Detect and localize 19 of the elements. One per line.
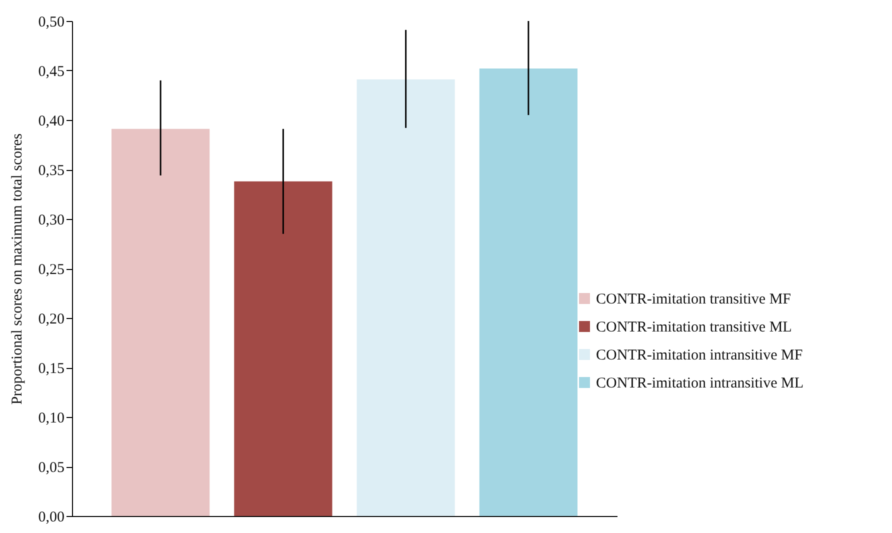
- y-tick-label: 0,25: [38, 262, 64, 278]
- legend-label: CONTR-imitation intransitive ML: [596, 376, 804, 392]
- y-tick-label: 0,30: [38, 212, 64, 228]
- legend-label: CONTR-imitation transitive ML: [596, 320, 792, 336]
- y-axis-title: Proportional scores on maximum total scores: [9, 133, 26, 405]
- y-tick-label: 0,50: [38, 14, 64, 30]
- y-tick-label: 0,45: [38, 64, 64, 80]
- legend-label: CONTR-imitation intransitive MF: [596, 348, 803, 364]
- y-tick-label: 0,20: [38, 312, 64, 328]
- bar: [356, 79, 455, 516]
- bar: [112, 128, 210, 516]
- y-tick-label: 0,10: [38, 410, 64, 426]
- legend-label: CONTR-imitation transitive MF: [596, 292, 791, 308]
- y-tick-label: 0,00: [38, 510, 64, 526]
- y-tick-label: 0,35: [38, 163, 64, 179]
- y-tick-label: 0,40: [38, 114, 64, 130]
- bar: [234, 181, 332, 516]
- y-tick-label: 0,05: [38, 460, 64, 476]
- y-tick-label: 0,15: [38, 361, 64, 377]
